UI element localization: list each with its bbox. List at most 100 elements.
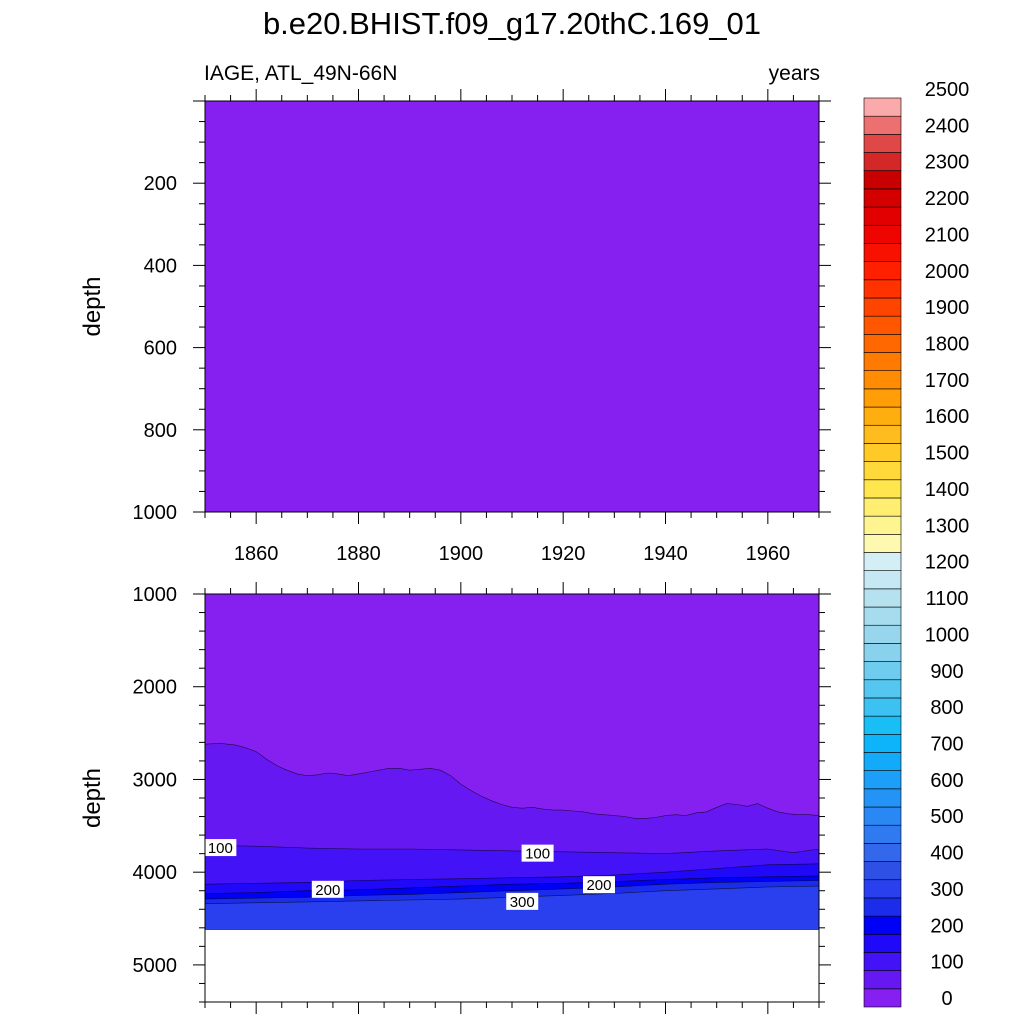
- lower-panel: 100 100 200 200 300 1000 2000 3000 4000 5000 depth: [79, 582, 831, 1014]
- colorbar-swatch: [863, 806, 902, 826]
- colorbar: 0 100 200 300 400 500 600 700 800 900 1000 1100 1200…: [863, 79, 970, 1010]
- x-tick-label: 1880: [336, 543, 381, 565]
- y-tick-label: 800: [144, 420, 177, 442]
- contour-label-box: [506, 892, 539, 910]
- colorbar-swatch: [863, 552, 902, 571]
- contour-label-box: [521, 844, 554, 862]
- colorbar-label: 1900: [925, 297, 970, 319]
- colorbar-label: 1400: [925, 479, 970, 501]
- colorbar-swatch: [863, 643, 902, 662]
- colorbar-swatch: [863, 443, 902, 462]
- colorbar-swatch: [863, 479, 902, 499]
- colorbar-swatch: [863, 606, 902, 626]
- colorbar-swatch: [863, 188, 902, 208]
- y-tick-label: 400: [144, 255, 177, 277]
- contour-label-text: 200: [315, 882, 340, 899]
- contour-line-200: [204, 875, 820, 894]
- x-tick-label: 1900: [439, 543, 484, 565]
- colorbar-swatch: [863, 661, 902, 681]
- colorbar-swatch: [863, 261, 902, 281]
- contour-line-250: [204, 880, 820, 900]
- y-axis-title: depth: [79, 768, 106, 828]
- y-tick-label: 2000: [133, 677, 178, 699]
- contour-label-box: [582, 876, 615, 894]
- colorbar-swatch: [863, 824, 902, 844]
- y-tick-label: 5000: [133, 955, 178, 977]
- colorbar-swatch: [863, 588, 902, 608]
- colorbar-swatch: [863, 752, 902, 771]
- colorbar-swatch: [863, 497, 902, 517]
- colorbar-swatch: [863, 97, 902, 117]
- colorbar-swatch: [863, 770, 902, 790]
- colorbar-swatch: [863, 897, 902, 917]
- colorbar-label: 2000: [925, 261, 970, 283]
- contour-line-50: [204, 742, 820, 819]
- contour-label: 100: [521, 844, 554, 863]
- upper-panel: 1860 1880 1900 1920 1940 1960 200 400 600 800 1000…: [79, 89, 831, 565]
- colorbar-label: 200: [930, 915, 963, 937]
- colorbar-swatch: [863, 624, 902, 644]
- colorbar-label: 500: [930, 806, 963, 828]
- colorbar-swatch: [863, 697, 902, 717]
- colorbar-label: 600: [930, 770, 963, 792]
- colorbar-swatch: [863, 952, 902, 971]
- colorbar-swatch: [863, 134, 902, 153]
- y-tick-label: 3000: [133, 769, 178, 791]
- colorbar-swatch: [863, 861, 902, 881]
- colorbar-label: 0: [941, 988, 952, 1010]
- colorbar-label: 1800: [925, 334, 970, 356]
- colorbar-swatch: [863, 570, 902, 590]
- variable-label: IAGE, ATL_49N-66N: [204, 62, 398, 85]
- colorbar-label: 2500: [925, 79, 970, 101]
- colorbar-label: 2100: [925, 224, 970, 246]
- colorbar-label: 1500: [925, 443, 970, 465]
- colorbar-swatch: [863, 152, 902, 172]
- colorbar-swatch: [863, 424, 902, 444]
- contour-label: 200: [311, 880, 344, 899]
- colorbar-label: 1300: [925, 515, 970, 537]
- colorbar-swatch: [863, 733, 902, 753]
- colorbar-swatch: [863, 279, 902, 299]
- y-axis-title: depth: [79, 276, 106, 336]
- colorbar-swatch: [863, 406, 902, 426]
- contour-label-box: [311, 880, 344, 898]
- colorbar-swatch: [863, 315, 902, 335]
- colorbar-swatch: [863, 388, 902, 408]
- colorbar-swatch: [863, 715, 902, 735]
- colorbar-label: 2300: [925, 152, 970, 174]
- colorbar-swatch: [863, 988, 902, 1008]
- colorbar-swatch: [863, 334, 902, 353]
- colorbar-swatch: [863, 115, 902, 135]
- colorbar-swatch: [863, 915, 902, 935]
- contour-label-text: 100: [525, 846, 550, 863]
- y-tick-label: 1000: [133, 584, 178, 606]
- colorbar-swatch: [863, 461, 902, 481]
- colorbar-swatch: [863, 224, 902, 244]
- colorbar-label: 100: [930, 952, 963, 974]
- colorbar-swatch: [863, 243, 902, 262]
- colorbar-label: 700: [930, 733, 963, 755]
- contour-label: 300: [506, 892, 539, 911]
- y-tick-label: 600: [144, 338, 177, 360]
- colorbar-label: 400: [930, 843, 963, 865]
- contour-label: 100: [204, 839, 237, 857]
- contour-line-150: [204, 863, 820, 885]
- chart-title: b.e20.BHIST.f09_g17.20thC.169_01: [262, 6, 762, 41]
- y-tick-label: 1000: [133, 502, 178, 524]
- contour-label-text: 200: [586, 877, 611, 894]
- x-tick-label: 1860: [234, 543, 279, 565]
- upper-field-fill: [205, 101, 819, 512]
- colorbar-swatch: [863, 352, 902, 371]
- colorbar-label: 1700: [925, 370, 970, 392]
- colorbar-swatch: [863, 879, 902, 899]
- colorbar-swatch: [863, 933, 902, 953]
- contour-label-box: [204, 839, 237, 857]
- colorbar-label: 2200: [925, 188, 970, 210]
- x-tick-label: 1960: [746, 543, 791, 565]
- units-label: years: [768, 62, 820, 85]
- x-tick-label: 1940: [643, 543, 688, 565]
- colorbar-swatch: [863, 170, 902, 190]
- contour-label-text: 100: [208, 840, 233, 857]
- colorbar-label: 300: [930, 879, 963, 901]
